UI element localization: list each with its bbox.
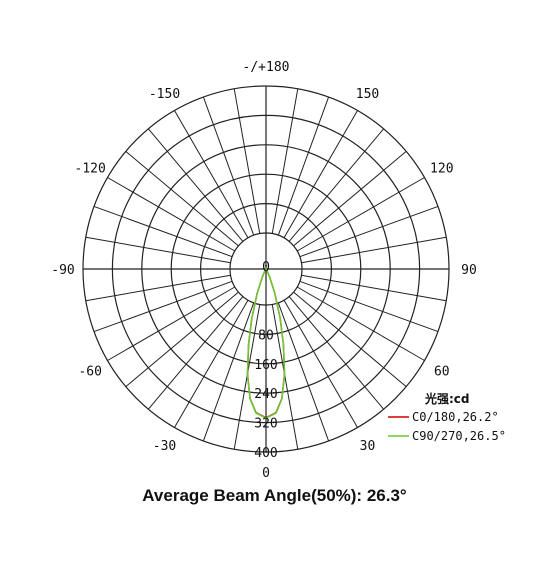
radial-tick-240: 240 [254,387,277,402]
legend: 光强:cd C0/180,26.2° C90/270,26.5° [388,391,506,443]
spoke-200 [202,96,255,236]
angle-label-60: 60 [434,365,450,380]
angle-label-0: 0 [262,466,270,481]
spoke-310 [125,291,239,388]
radial-tick-160: 160 [254,358,277,373]
angle-label-150: 150 [356,87,379,102]
spoke-190 [233,88,261,234]
spoke-170 [271,88,299,234]
radial-tick-80: 80 [258,328,274,343]
radial-tick-400: 400 [254,446,277,461]
angle-label--60: -60 [78,365,101,380]
spoke-150 [283,110,358,239]
radial-tick-labels: 0 80 160 240 320 400 [254,260,277,461]
angle-label--90: -90 [51,263,74,278]
spoke-240 [107,177,236,252]
spoke-160 [277,96,330,236]
spoke-20 [277,302,330,442]
spoke-260 [85,236,231,264]
curve-series-1 [246,267,286,420]
intensity-curves [246,267,286,420]
angle-label-30: 30 [360,439,376,454]
spoke-320 [147,296,244,410]
legend-unit-label: 光强:cd [424,391,470,406]
angle-label--120: -120 [75,162,106,177]
spoke-120 [296,177,425,252]
angle-label--150: -150 [149,87,180,102]
spoke-80 [301,274,447,302]
spoke-100 [301,236,447,264]
spoke-50 [293,291,407,388]
legend-entry-0: C0/180,26.2° [412,410,499,424]
legend-entry-1: C90/270,26.5° [412,429,506,443]
spoke-250 [93,205,233,258]
beam-angle-caption: Average Beam Angle(50%): 26.3° [142,486,407,505]
spoke-340 [202,302,255,442]
angle-tick-labels: 0 30 60 90 120 150 -/+180 -150 -120 -90 -60 -30 [51,60,477,481]
spoke-70 [299,280,439,333]
spoke-130 [293,150,407,247]
angle-label-90: 90 [461,263,477,278]
spoke-300 [107,286,236,361]
spoke-60 [296,286,425,361]
spoke-110 [299,205,439,258]
spoke-330 [174,299,249,428]
angle-label--30: -30 [153,439,176,454]
angle-spokes [83,86,449,452]
radial-tick-320: 320 [254,417,277,432]
angle-label-120: 120 [430,162,453,177]
spoke-30 [283,299,358,428]
spoke-40 [288,296,385,410]
spoke-220 [147,128,244,242]
radial-tick-0: 0 [262,260,270,275]
spoke-140 [288,128,385,242]
spoke-230 [125,150,239,247]
spoke-290 [93,280,233,333]
spoke-280 [85,274,231,302]
spoke-210 [174,110,249,239]
angle-label-180: -/+180 [243,60,290,75]
